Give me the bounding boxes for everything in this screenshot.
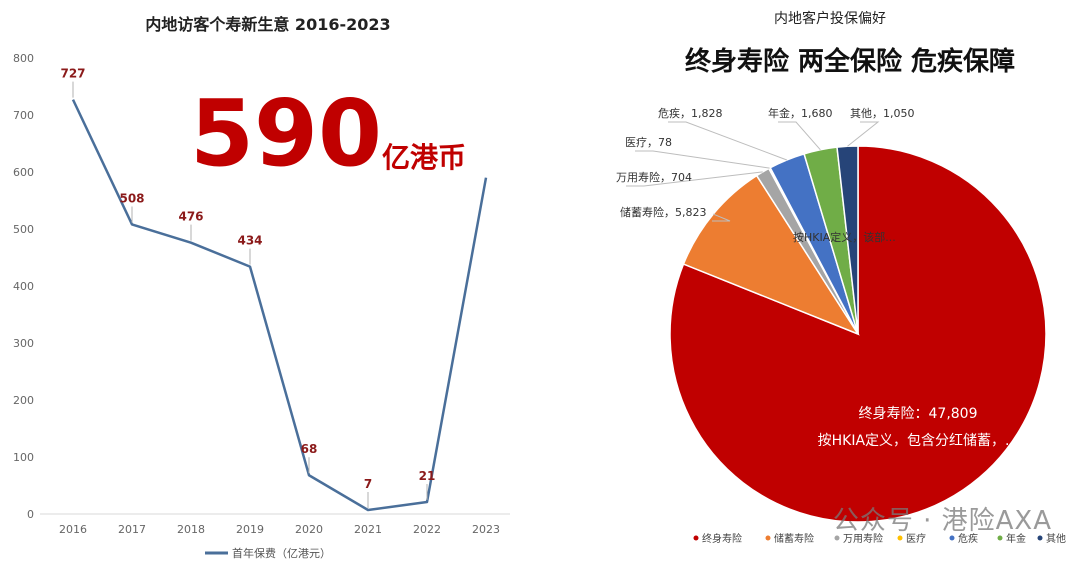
legend-swatch xyxy=(1037,535,1043,541)
y-tick-label: 100 xyxy=(13,451,34,464)
pie-extra-label: 按HKIA定义，该部... xyxy=(793,230,896,244)
line-chart-title: 内地访客个寿新生意 2016-2023 xyxy=(145,15,390,34)
legend-label: 危疾 xyxy=(958,532,978,545)
callout-leader xyxy=(778,121,821,151)
y-tick-label: 300 xyxy=(13,337,34,350)
legend-swatch xyxy=(997,535,1003,541)
legend-swatch xyxy=(897,535,903,541)
pie-chart: 内地客户投保偏好 终身寿险 两全保险 危疾保障 储蓄寿险，5,823 万用寿险，7… xyxy=(616,10,1066,545)
legend-label: 万用寿险 xyxy=(843,532,883,545)
y-tick-label: 0 xyxy=(27,508,34,521)
callout-label: 年金，1,680 xyxy=(768,106,833,120)
line-chart-panel: 内地访客个寿新生意 2016-2023 0 100 200 300 400 500 600 7… xyxy=(0,0,540,560)
callout-label: 危疾，1,828 xyxy=(658,106,723,120)
pie-chart-subtitle: 内地客户投保偏好 xyxy=(774,10,886,27)
callout-label: 储蓄寿险，5,823 xyxy=(620,205,707,219)
main-slice-label-note: 按HKIA定义，包含分红储蓄，... xyxy=(818,433,1019,449)
legend-swatch xyxy=(949,535,955,541)
legend-label: 医疗 xyxy=(906,532,926,545)
data-label: 68 xyxy=(301,442,318,456)
legend-label: 年金 xyxy=(1006,532,1026,545)
highlight-number: 590 xyxy=(190,80,382,187)
legend-line-label: 首年保费（亿港元） xyxy=(232,546,331,559)
x-tick-label: 2019 xyxy=(236,523,264,536)
pie-chart-headline: 终身寿险 两全保险 危疾保障 xyxy=(685,46,1015,77)
callout-label: 医疗，78 xyxy=(625,135,672,149)
line-chart-axes: 0 100 200 300 400 500 600 700 800 2016 2017 2018 201… xyxy=(13,52,510,536)
legend-label: 终身寿险 xyxy=(702,532,742,545)
highlight-unit: 亿港币 xyxy=(382,141,466,174)
x-tick-label: 2017 xyxy=(118,523,146,536)
line-legend: 首年保费（亿港元） xyxy=(205,546,331,560)
callout-leader xyxy=(626,171,763,187)
data-label: 508 xyxy=(119,191,144,205)
y-tick-label: 600 xyxy=(13,166,34,179)
callout-leader xyxy=(712,213,731,222)
callout-leader xyxy=(635,150,770,169)
pie-slices xyxy=(669,145,1047,523)
legend-label: 储蓄寿险 xyxy=(774,532,814,545)
line-chart: 内地访客个寿新生意 2016-2023 0 100 200 300 400 500 600 7… xyxy=(13,15,510,560)
pie-legend: 终身寿险 储蓄寿险 万用寿险 医疗 危疾 年金 其他 xyxy=(693,532,1066,545)
pie-callout-labels: 储蓄寿险，5,823 万用寿险，704 医疗，78 危疾，1,828 年金，1,680 其… xyxy=(616,106,915,222)
x-tick-label: 2022 xyxy=(413,523,441,536)
y-tick-label: 700 xyxy=(13,109,34,122)
data-label: 434 xyxy=(237,234,262,248)
pie-chart-panel: 内地客户投保偏好 终身寿险 两全保险 危疾保障 储蓄寿险，5,823 万用寿险，7… xyxy=(540,0,1080,559)
legend-swatch xyxy=(765,535,771,541)
line-chart-marks: 727 508 476 434 68 7 21 xyxy=(60,67,488,512)
y-tick-label: 200 xyxy=(13,394,34,407)
callout-leader xyxy=(847,121,880,147)
x-tick-label: 2021 xyxy=(354,523,382,536)
data-label: 476 xyxy=(178,210,203,224)
series-line xyxy=(71,99,488,512)
legend-label: 其他 xyxy=(1046,532,1066,545)
x-tick-label: 2016 xyxy=(59,523,87,536)
callout-leader xyxy=(668,121,788,161)
x-tick-label: 2018 xyxy=(177,523,205,536)
callout-label: 其他，1,050 xyxy=(850,107,915,120)
data-label: 21 xyxy=(419,469,436,483)
data-label: 7 xyxy=(364,477,372,491)
y-tick-label: 800 xyxy=(13,52,34,65)
main-slice-label-value: 终身寿险：47,809 xyxy=(859,405,978,422)
legend-swatch xyxy=(693,535,699,541)
y-tick-label: 400 xyxy=(13,280,34,293)
x-tick-label: 2020 xyxy=(295,523,323,536)
legend-swatch xyxy=(834,535,840,541)
x-tick-label: 2023 xyxy=(472,523,500,536)
data-label: 727 xyxy=(60,67,85,81)
y-tick-label: 500 xyxy=(13,223,34,236)
callout-label: 万用寿险，704 xyxy=(616,170,692,184)
watermark: 公众号 · 港险AXA xyxy=(832,506,1052,536)
